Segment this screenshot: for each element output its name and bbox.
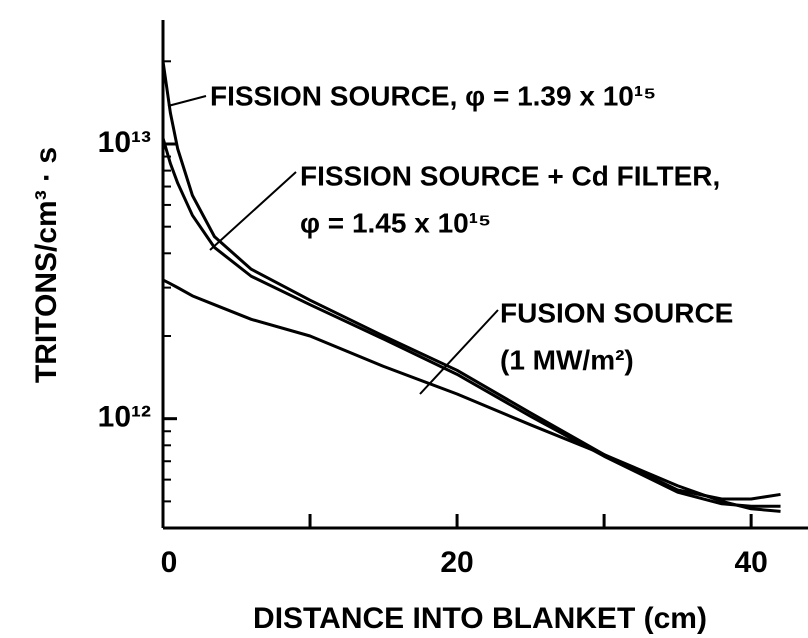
line	[161, 61, 781, 501]
line	[162, 278, 781, 513]
annotation: FUSION SOURCE	[500, 297, 733, 328]
x-tick-label: 0	[161, 546, 178, 579]
annotation: φ = 1.45 x 10¹⁵	[300, 207, 491, 238]
annotation: (1 MW/m²)	[500, 344, 634, 375]
leader-line	[209, 171, 297, 251]
line	[161, 137, 781, 508]
annotation: FISSION SOURCE, φ = 1.39 x 10¹⁵	[210, 80, 656, 111]
y-axis-label: TRITONS/cm³ · s	[30, 147, 63, 383]
x-tick-label: 20	[440, 546, 473, 579]
x-tick-label: 40	[734, 546, 767, 579]
annotation: FISSION SOURCE + Cd FILTER,	[300, 160, 720, 191]
leader-line	[419, 309, 499, 395]
y-tick-label: 10¹²	[98, 401, 151, 434]
leader-line	[167, 95, 207, 107]
y-tick-label: 10¹³	[98, 126, 151, 159]
x-axis-label: DISTANCE INTO BLANKET (cm)	[253, 602, 707, 635]
